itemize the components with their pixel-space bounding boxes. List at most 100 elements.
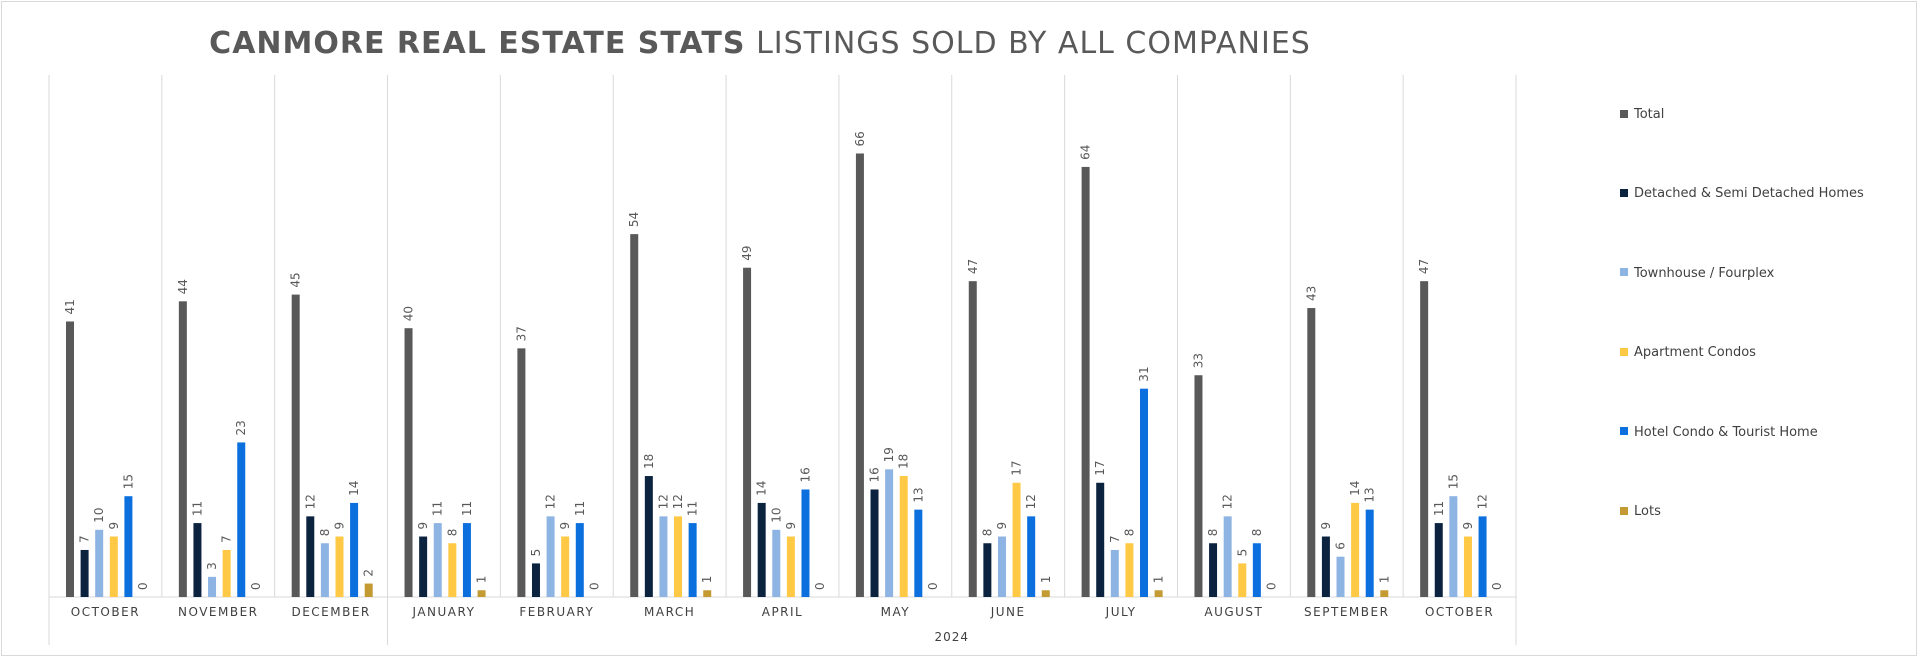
data-label: 6 — [1334, 542, 1348, 550]
bar — [743, 267, 752, 597]
bar — [630, 234, 639, 597]
category-label: APRIL — [762, 605, 804, 619]
data-label: 5 — [529, 549, 543, 557]
bar — [561, 536, 570, 597]
legend-label: Apartment Condos — [1634, 345, 1756, 361]
data-label: 66 — [853, 131, 867, 146]
bar — [644, 476, 653, 597]
bar — [1478, 516, 1487, 597]
legend-label: Detached & Semi Detached Homes — [1634, 186, 1864, 202]
data-label: 12 — [1476, 494, 1490, 509]
data-label: 7 — [78, 535, 92, 543]
data-label: 9 — [107, 522, 121, 530]
bar — [885, 469, 894, 597]
data-label: 14 — [347, 481, 361, 496]
data-label: 8 — [1206, 529, 1220, 537]
data-label: 8 — [445, 529, 459, 537]
data-label: 12 — [656, 494, 670, 509]
bar — [1209, 543, 1218, 597]
category-label: MARCH — [644, 605, 695, 619]
data-label: 17 — [1010, 460, 1024, 475]
data-label: 19 — [882, 447, 896, 462]
bar — [688, 523, 697, 597]
bar — [870, 489, 879, 597]
bar — [1321, 536, 1330, 597]
legend-swatch — [1620, 188, 1628, 197]
data-label: 1 — [700, 576, 714, 584]
chart-title: CANMORE REAL ESTATE STATS LISTINGS SOLD … — [0, 26, 1520, 61]
bar — [674, 516, 683, 597]
category-label: NOVEMBER — [178, 605, 259, 619]
data-label: 9 — [995, 522, 1009, 530]
data-label: 12 — [303, 494, 317, 509]
bar — [1336, 556, 1345, 597]
data-label: 0 — [1264, 582, 1278, 590]
data-label: 0 — [1490, 582, 1504, 590]
data-label: 9 — [416, 522, 430, 530]
bar — [448, 543, 457, 597]
bar — [1110, 549, 1119, 597]
bar — [1351, 502, 1360, 597]
data-label: 8 — [1122, 529, 1136, 537]
data-label: 0 — [587, 582, 601, 590]
legend-swatch — [1620, 506, 1628, 515]
data-label: 1 — [1377, 576, 1391, 584]
data-label: 33 — [1191, 353, 1205, 368]
data-label: 0 — [249, 582, 263, 590]
bar — [1154, 590, 1163, 597]
data-label: 47 — [1417, 259, 1431, 274]
data-label: 44 — [176, 279, 190, 294]
legend-swatch — [1620, 109, 1628, 118]
data-label: 13 — [911, 487, 925, 502]
legend-item: Hotel Condo & Tourist Home — [1620, 425, 1818, 440]
data-label: 14 — [1348, 481, 1362, 496]
legend-label: Total — [1634, 107, 1665, 122]
data-label: 64 — [1079, 145, 1093, 160]
category-label: OCTOBER — [71, 605, 140, 619]
bar — [66, 321, 74, 597]
data-label: 47 — [966, 259, 980, 274]
data-label: 11 — [1432, 501, 1446, 516]
data-label: 54 — [627, 212, 641, 227]
bar — [364, 583, 373, 597]
bar — [419, 536, 428, 597]
bar — [124, 496, 133, 597]
data-label: 1 — [1039, 576, 1053, 584]
bar — [1223, 516, 1232, 597]
data-label: 9 — [1461, 522, 1475, 530]
category-label: FEBRUARY — [519, 605, 594, 619]
data-label: 12 — [1024, 494, 1038, 509]
bar — [477, 590, 486, 597]
legend-label: Hotel Condo & Tourist Home — [1634, 424, 1818, 440]
data-label: 8 — [1250, 529, 1264, 537]
bar — [1449, 496, 1458, 597]
bar — [1012, 482, 1021, 597]
legend-swatch — [1620, 268, 1628, 277]
bar — [531, 563, 540, 597]
data-label: 1 — [475, 576, 489, 584]
bar — [350, 502, 359, 597]
bar — [914, 509, 923, 597]
category-label: JULY — [1105, 605, 1137, 619]
legend-item: Total — [1620, 107, 1664, 122]
bar — [178, 301, 187, 597]
data-label: 11 — [573, 501, 587, 516]
bar — [320, 543, 329, 597]
legend-item: Townhouse / Fourplex — [1620, 266, 1774, 281]
bar — [659, 516, 668, 597]
data-label: 7 — [220, 535, 234, 543]
legend-swatch — [1620, 427, 1628, 436]
data-label: 1 — [1152, 576, 1166, 584]
bar — [237, 442, 246, 597]
data-label: 8 — [980, 529, 994, 537]
bar — [1238, 563, 1247, 597]
data-label: 41 — [63, 299, 77, 314]
data-label: 12 — [671, 494, 685, 509]
bar — [1125, 543, 1134, 597]
bar — [1027, 516, 1036, 597]
bar — [1252, 543, 1261, 597]
category-label: OCTOBER — [1425, 605, 1494, 619]
category-label: DECEMBER — [291, 605, 370, 619]
bar — [1420, 281, 1429, 597]
bar — [1194, 375, 1203, 597]
